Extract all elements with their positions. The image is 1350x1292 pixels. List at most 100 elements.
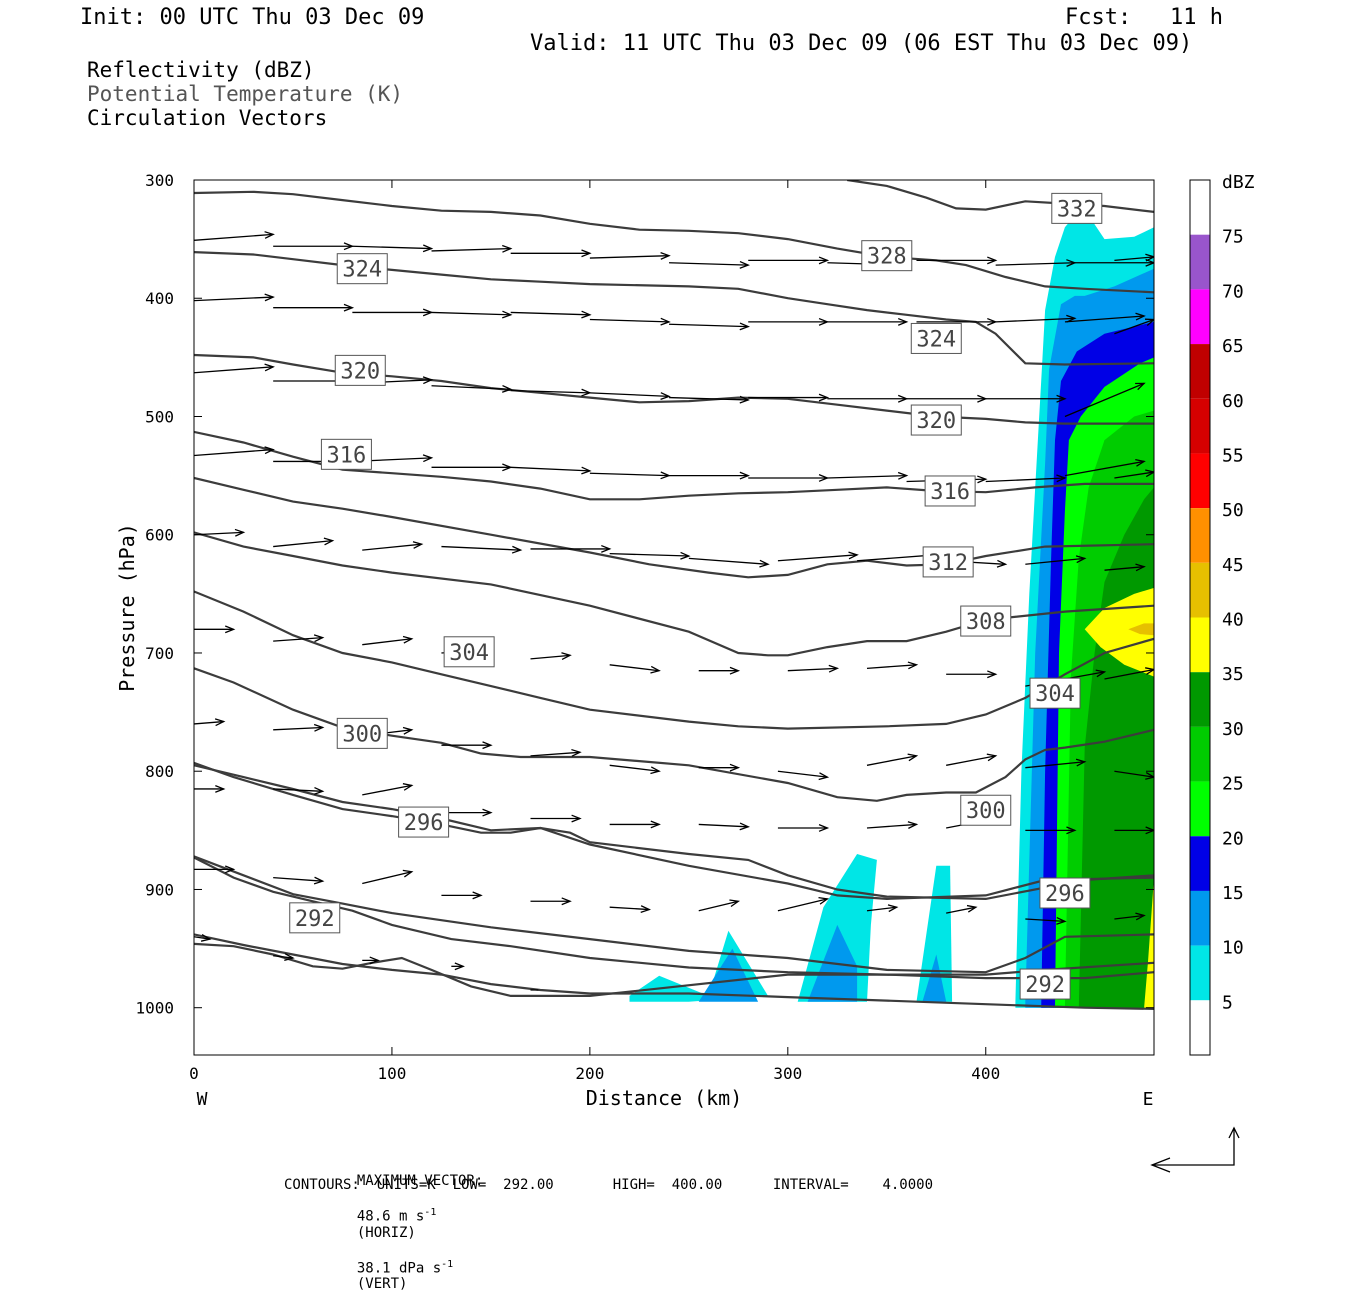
forecast-label: Fcst:	[1065, 5, 1132, 30]
vector-head	[561, 897, 572, 906]
circulation-vector-65	[362, 635, 414, 646]
vector-head	[214, 718, 226, 727]
colorbar-segment-15	[1190, 180, 1210, 235]
colorbar-label-5: 5	[1222, 992, 1233, 1013]
circulation-vector-109	[1025, 916, 1067, 925]
theta-contour-292-1	[194, 942, 1154, 997]
vector-shaft	[866, 664, 917, 669]
theta-contour-296-3	[194, 855, 1154, 974]
vector-head	[650, 766, 661, 775]
contour-label-text: 328	[867, 245, 907, 270]
circulation-vector-113	[362, 956, 380, 965]
vector-head	[987, 670, 998, 679]
contour-label-box	[336, 253, 388, 285]
theta-contour-300-4	[194, 761, 1154, 901]
circulation-vector-95	[866, 821, 919, 829]
circulation-vector-97	[1025, 826, 1077, 835]
circulation-vector-55	[530, 544, 612, 553]
vector-shaft	[431, 311, 511, 316]
theta-contour-296-2	[194, 856, 1154, 976]
circulation-vector-90	[441, 808, 493, 817]
colorbar-title: dBZ	[1222, 172, 1255, 193]
contour-label-332-17: 332	[1051, 192, 1103, 224]
vector-head	[907, 821, 919, 829]
vector-shaft	[609, 906, 650, 911]
vector-head	[739, 260, 750, 269]
max-vertical-tag: (VERT)	[356, 1276, 408, 1292]
colorbar-frame	[1189, 179, 1211, 1056]
vector-shaft	[431, 385, 511, 390]
vector-shaft	[827, 474, 907, 479]
contour-label-box	[1039, 877, 1091, 909]
theta-contour-320-10	[194, 430, 1154, 501]
vector-head	[224, 625, 236, 634]
vector-head	[1145, 826, 1154, 835]
contour-label-box	[861, 240, 913, 272]
vector-head	[1066, 826, 1077, 835]
y-tick-label-600: 600	[145, 526, 174, 545]
circulation-vector-13	[194, 293, 275, 302]
cross-section-chart: 2922922962963003003043043083123163163203…	[115, 171, 1255, 1173]
vector-head	[1145, 469, 1154, 478]
contour-label-320-12: 320	[334, 354, 386, 386]
circulation-vector-14	[273, 303, 355, 312]
circulation-vector-105	[698, 899, 741, 912]
contour-label-text: 312	[928, 551, 968, 576]
circulation-vector-52	[273, 537, 335, 548]
y-tick-label-300: 300	[145, 171, 174, 190]
vector-head	[402, 726, 414, 735]
circulation-vector-63	[194, 625, 236, 634]
vector-shaft	[194, 366, 274, 374]
vector-head	[650, 665, 661, 674]
circulation-vector-86	[1114, 770, 1154, 780]
circulation-vector-110	[1114, 912, 1146, 921]
circulation-vector-102	[441, 891, 483, 900]
vector-head	[511, 545, 523, 554]
max-vertical-vector: 38.1 dPa s	[356, 1260, 442, 1277]
colorbar-label-65: 65	[1222, 336, 1244, 357]
vector-head	[1145, 258, 1154, 267]
vector-shaft	[669, 262, 749, 266]
vector-shaft	[194, 720, 224, 725]
circulation-vector-7	[748, 256, 830, 265]
vector-shaft	[441, 545, 521, 551]
circulation-vector-88	[273, 786, 325, 795]
contour-label-text: 296	[1045, 882, 1085, 907]
colorbar-label-60: 60	[1222, 391, 1244, 412]
colorbar-label-50: 50	[1222, 500, 1244, 521]
contour-label-box	[924, 475, 976, 507]
contours-info: CONTOURS: UNITS=K LOW= 292.00 HIGH= 400.…	[284, 1177, 934, 1193]
plot-area	[194, 180, 1154, 1010]
vector-shaft	[995, 262, 1075, 266]
circulation-vector-94	[777, 824, 830, 832]
circulation-vector-99	[194, 865, 236, 874]
vector-head	[640, 905, 652, 914]
vector-head	[660, 317, 671, 326]
vector-head	[571, 814, 582, 823]
vector-head	[234, 528, 246, 537]
vector-head	[739, 822, 750, 831]
vector-head	[739, 471, 750, 480]
circulation-vector-11	[1074, 258, 1154, 267]
y-tick-label-800: 800	[145, 762, 174, 781]
circulation-vector-76	[273, 723, 325, 732]
y-axis-label: Pressure (hPa)	[115, 523, 139, 692]
colorbar-segment-7	[1190, 617, 1210, 673]
vector-shaft	[1025, 557, 1085, 565]
vector-head	[571, 748, 582, 757]
vector-head	[897, 471, 909, 480]
vector-shaft	[995, 317, 1075, 323]
circulation-vector-78	[441, 741, 493, 750]
theta-contour-332-13	[194, 190, 1154, 294]
contour-label-text: 324	[916, 327, 956, 352]
vector-head	[966, 904, 978, 913]
contour-label-296-3: 296	[1039, 877, 1091, 909]
y-tick-label-900: 900	[145, 880, 174, 899]
colorbar-label-40: 40	[1222, 610, 1244, 631]
reference-vector	[1152, 1128, 1235, 1166]
contour-label-box	[960, 794, 1012, 826]
vector-head	[1145, 253, 1154, 262]
vector-head	[482, 741, 493, 750]
reflectivity-area-5	[922, 954, 947, 1002]
vector-head	[1075, 555, 1087, 564]
